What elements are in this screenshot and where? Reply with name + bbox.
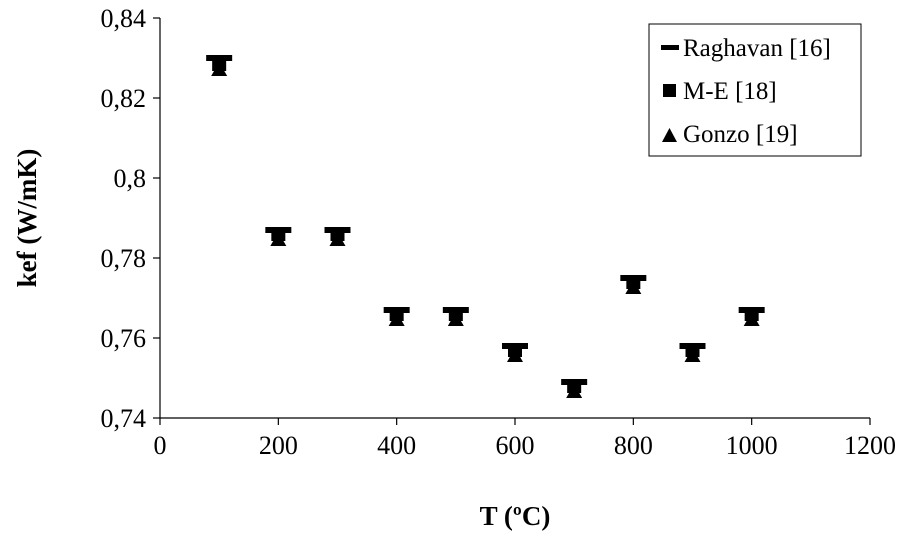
legend-label-gonzo: Gonzo [19] [683,121,798,148]
x-tick-label: 400 [377,431,416,460]
gonzo-point [270,232,287,246]
legend-item-gonzo: Gonzo [19] [662,121,798,148]
x-tick-label: 1200 [844,431,896,460]
x-tick-label: 600 [496,431,535,460]
y-tick-label: 0,78 [101,244,147,273]
legend-item-raghavan: Raghavan [16] [661,35,831,62]
x-axis-title: T (ºC) [480,501,551,531]
gonzo-point [566,384,583,398]
x-tick-label: 0 [154,431,167,460]
legend-dash-marker [661,45,679,50]
x-tick-label: 800 [614,431,653,460]
legend-square-marker [663,84,676,97]
y-tick-label: 0,76 [101,324,147,353]
gonzo-point [507,348,523,362]
plot-area [206,55,765,398]
x-tick-label: 200 [259,431,298,460]
legend-box [648,23,862,157]
legend-triangle-marker [662,128,677,142]
y-tick-label: 0,82 [101,84,147,113]
gonzo-point [743,312,760,326]
legend-label-raghavan: Raghavan [16] [683,35,831,62]
x-tick-label: 1000 [726,431,778,460]
legend-item-m-e: M-E [18] [663,78,777,105]
gonzo-point [447,312,464,326]
axes [153,17,871,425]
y-tick-label: 0,8 [114,164,147,193]
gonzo-point [329,232,346,246]
gonzo-point [684,348,701,362]
gonzo-point [388,312,405,326]
legend: Raghavan [16] M-E [18] Gonzo [19] [648,23,862,157]
gonzo-point [625,280,642,294]
y-tick-label: 0,74 [101,404,147,433]
legend-label-m-e: M-E [18] [683,78,777,105]
gonzo-point [211,62,228,76]
tick-labels: 0 200 400 600 800 1000 1200 0,74 0,76 0,78 0,8 0,82… [101,4,897,460]
y-axis-title: kef (W/mK) [12,149,42,288]
y-tick-label: 0,84 [101,4,147,33]
